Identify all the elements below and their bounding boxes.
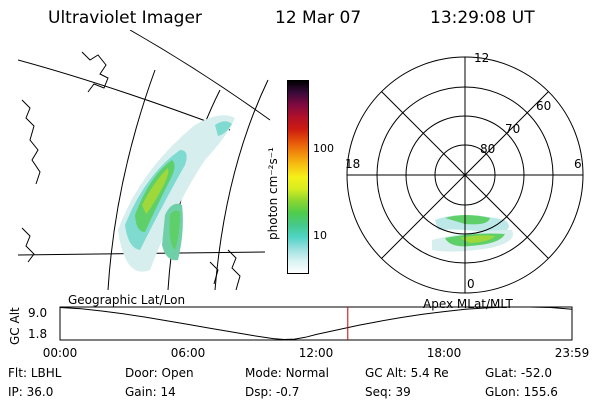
lat-label-80: 80 [480,142,495,156]
info-label: Mode: [245,366,286,380]
info-label: Gain: [125,385,161,399]
info-value: 5.4 Re [410,366,449,380]
colorbar-tick-label: 10 [313,229,327,242]
altitude-xtick-label: 23:59 [555,346,590,360]
polar-spoke [381,91,549,259]
info-field: GLon: 155.6 [485,385,558,399]
info-field: IP: 36.0 [8,385,53,399]
mlt-label-noon: 12 [474,51,489,65]
info-field: Flt: LBHL [8,366,61,380]
geo-lat-line [18,59,231,131]
info-value: LBHL [30,366,62,380]
altitude-series-line [59,306,573,341]
mlt-label-dawn: 6 [574,157,582,171]
date-label: 12 Mar 07 [275,8,362,28]
mlt-label-midnight: 0 [467,277,475,291]
polar-plot: 12 18 6 0 60 70 80 [345,51,584,294]
altitude-xtick-label: 12:00 [299,346,334,360]
altitude-xtick-label: 18:00 [427,346,462,360]
info-value: -52.0 [520,366,552,380]
info-value: Normal [285,366,329,380]
info-label: GC Alt: [365,366,411,380]
info-label: Seq: [365,385,396,399]
coastline [209,261,219,285]
coastline [227,249,241,291]
info-label: Door: [125,366,162,380]
info-label: Flt: [8,366,31,380]
time-label: 13:29:08 UT [430,8,535,28]
coastline [21,99,41,185]
info-label: GLat: [485,366,521,380]
info-field: Seq: 39 [365,385,411,399]
altitude-ytick: 9.0 [28,306,47,320]
info-field: GLat: -52.0 [485,366,552,380]
info-value: 155.6 [523,385,558,399]
geo-panel-label: Geographic Lat/Lon [68,293,185,307]
lat-label-60: 60 [536,99,551,113]
colorbar-unit-label: photon cm⁻²s⁻¹ [266,147,280,240]
info-field: Dsp: -0.7 [245,385,299,399]
info-value: 36.0 [26,385,54,399]
info-field: Gain: 14 [125,385,176,399]
altitude-xtick-label: 06:00 [171,346,206,360]
coastline [21,227,35,263]
altitude-chart: GC Alt 9.0 1.8 00:00 06:00 12:00 18:00 23:59 [8,306,590,360]
altitude-ytick: 1.8 [28,327,47,341]
info-field: GC Alt: 5.4 Re [365,366,449,380]
mlt-label-dusk: 18 [345,157,360,171]
altitude-xtick-label: 00:00 [43,346,78,360]
aurora-emission-polar [432,215,514,252]
info-label: IP: [8,385,27,399]
colorbar-tick-label: 100 [313,142,334,155]
info-value: 39 [395,385,411,399]
info-field: Mode: Normal [245,366,329,380]
colorbar [287,80,309,274]
info-value: 14 [160,385,176,399]
colorbar-axis: photon cm⁻²s⁻¹ 100 10 [266,142,334,242]
info-label: Dsp: [245,385,276,399]
geo-lat-line [129,30,271,121]
lat-label-70: 70 [505,122,520,136]
info-value: -0.7 [275,385,300,399]
instrument-title: Ultraviolet Imager [48,8,202,28]
geo-lon-line [214,79,269,291]
altitude-plot-frame [59,306,573,341]
info-label: GLon: [485,385,524,399]
aurora-emission-geo [118,115,235,272]
geographic-map: Geographic Lat/Lon [18,30,271,307]
altitude-ylabel: GC Alt [8,307,22,345]
info-value: Open [161,366,194,380]
geo-lon-line [107,69,156,291]
info-field: Door: Open [125,366,194,380]
coastline [81,51,109,93]
